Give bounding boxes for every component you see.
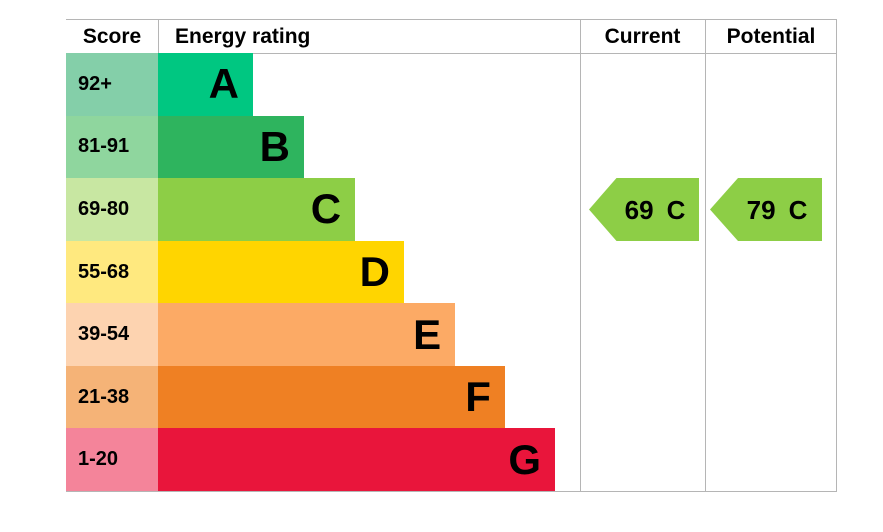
score-header: Score bbox=[82, 24, 142, 48]
band-row: 21-38 F bbox=[66, 365, 580, 429]
band-row: 1-20 G bbox=[66, 428, 580, 492]
score-column-divider bbox=[158, 19, 159, 53]
band-score: 69-80 bbox=[66, 178, 158, 241]
band-bar-area: D bbox=[158, 240, 580, 304]
potential-rating-band: C bbox=[788, 194, 808, 225]
band-bar-area: B bbox=[158, 115, 580, 179]
band-bar: A bbox=[158, 53, 253, 116]
band-bar: D bbox=[158, 240, 405, 304]
band-bar: B bbox=[158, 115, 304, 179]
potential-rating-arrow: 79 C bbox=[710, 178, 822, 241]
table-border-top bbox=[66, 19, 837, 20]
current-rating-label: 69 C bbox=[603, 197, 686, 223]
band-score: 1-20 bbox=[66, 428, 158, 492]
band-bar-area: E bbox=[158, 303, 580, 366]
band-bar-area: A bbox=[158, 53, 580, 116]
band-row: 92+ A bbox=[66, 53, 580, 116]
band-letter: A bbox=[208, 60, 239, 108]
potential-rating-score: 79 bbox=[746, 194, 776, 225]
header-underline bbox=[66, 53, 837, 54]
band-letter: G bbox=[508, 435, 542, 483]
band-bar: E bbox=[158, 303, 456, 366]
potential-rating-label: 79 C bbox=[725, 197, 808, 223]
band-row: 69-80 C bbox=[66, 178, 580, 241]
band-letter: E bbox=[413, 310, 442, 358]
current-column-divider bbox=[580, 19, 581, 492]
band-bar: F bbox=[158, 365, 505, 429]
current-header: Current bbox=[604, 24, 681, 48]
current-rating-arrow: 69 C bbox=[589, 178, 699, 241]
band-score: 92+ bbox=[66, 53, 158, 116]
band-letter: B bbox=[259, 122, 290, 170]
rating-table: Score Energy rating Current Potential 92… bbox=[66, 19, 837, 492]
band-score: 55-68 bbox=[66, 240, 158, 304]
potential-header: Potential bbox=[726, 24, 816, 48]
current-rating-band: C bbox=[666, 194, 686, 225]
potential-column-divider bbox=[705, 19, 706, 492]
band-letter: F bbox=[465, 373, 491, 421]
band-bar-area: C bbox=[158, 178, 580, 241]
energy-rating-header: Energy rating bbox=[175, 24, 311, 48]
table-border-right bbox=[836, 19, 837, 492]
band-score: 81-91 bbox=[66, 115, 158, 179]
band-score: 21-38 bbox=[66, 365, 158, 429]
band-bar-area: G bbox=[158, 428, 580, 492]
band-row: 81-91 B bbox=[66, 115, 580, 179]
current-rating-score: 69 bbox=[624, 194, 654, 225]
band-row: 39-54 E bbox=[66, 303, 580, 366]
band-row: 55-68 D bbox=[66, 240, 580, 304]
band-rows: 92+ A 81-91 B 69-80 C 55-68 D bbox=[66, 53, 580, 492]
band-bar-area: F bbox=[158, 365, 580, 429]
band-letter: D bbox=[359, 248, 391, 296]
band-score: 39-54 bbox=[66, 303, 158, 366]
band-bar: G bbox=[158, 428, 556, 492]
table-border-bottom bbox=[66, 491, 837, 492]
band-letter: C bbox=[310, 185, 342, 233]
band-bar: C bbox=[158, 178, 356, 241]
